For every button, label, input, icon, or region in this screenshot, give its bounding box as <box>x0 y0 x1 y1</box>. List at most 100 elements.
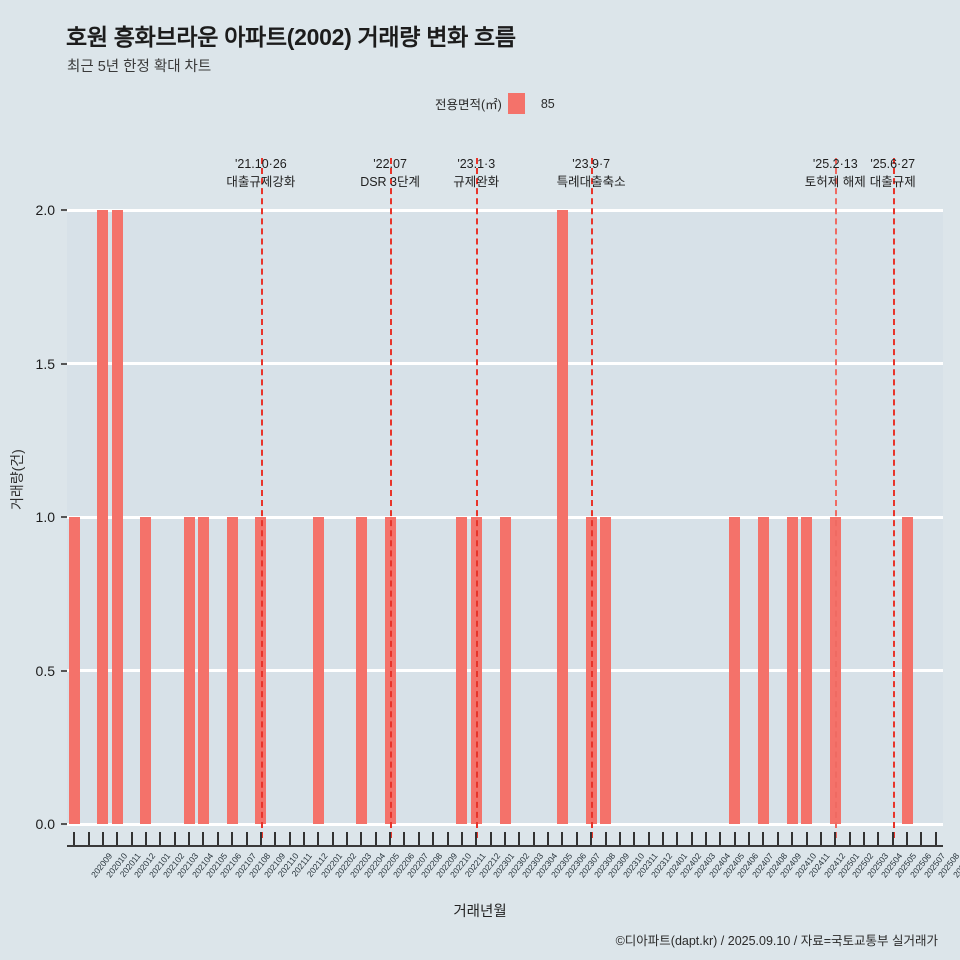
x-axis-tick-mark <box>360 832 363 845</box>
y-axis-tick-mark <box>61 516 67 518</box>
legend-label-85: 85 <box>540 96 555 111</box>
x-axis-tick-mark <box>417 832 420 845</box>
gridline <box>67 362 943 365</box>
event-annotation-date: '23.9·7 <box>572 157 611 171</box>
x-axis-tick-mark <box>259 832 262 845</box>
x-axis-tick-mark <box>159 832 162 845</box>
x-axis-tick-mark <box>561 832 564 845</box>
bar <box>226 517 238 824</box>
x-axis-tick-mark <box>130 832 133 845</box>
event-annotation-text: 토허제 해제 <box>804 175 866 190</box>
bar <box>183 517 195 824</box>
x-axis-tick-mark <box>647 832 650 845</box>
bar <box>140 517 152 824</box>
bar <box>556 210 568 824</box>
chart-legend: 전용면적(㎡) 85 <box>435 93 555 114</box>
event-marker-line <box>260 158 263 838</box>
gridline <box>67 822 943 826</box>
bar <box>312 517 324 824</box>
x-axis-tick-mark <box>73 832 76 845</box>
event-annotation-text: 대출규제 <box>869 175 916 190</box>
bar <box>757 517 769 824</box>
event-annotation: '22.07 DSR 3단계 <box>320 155 460 191</box>
event-marker-line <box>892 158 895 838</box>
page-title: 호원 흥화브라운 아파트(2002) 거래량 변화 흐름 <box>66 24 516 50</box>
bar <box>456 517 468 824</box>
x-axis-tick-mark <box>661 832 664 845</box>
x-axis-tick-mark <box>331 832 334 845</box>
event-annotation-text: DSR 3단계 <box>360 175 421 190</box>
x-axis-tick-mark <box>891 832 894 845</box>
bar <box>729 517 741 824</box>
bar <box>68 517 80 824</box>
x-axis-tick-mark <box>791 832 794 845</box>
event-annotation-date: '23.1·3 <box>457 157 496 171</box>
x-axis-tick-mark <box>848 832 851 845</box>
footer-credit: ©디아파트(dapt.kr) / 2025.09.10 / 자료=국토교통부 실… <box>615 934 938 948</box>
x-axis-tick-mark <box>489 832 492 845</box>
legend-title: 전용면적(㎡) <box>435 98 502 112</box>
y-axis-tick-mark <box>61 823 67 825</box>
x-axis-tick-mark <box>173 832 176 845</box>
x-axis-tick-mark <box>633 832 636 845</box>
x-axis-tick-mark <box>547 832 550 845</box>
y-axis-tick-label: 0.0 <box>35 816 55 832</box>
x-axis-tick-mark <box>590 832 593 845</box>
x-axis-tick-mark <box>934 832 937 845</box>
x-axis-tick-mark <box>389 832 392 845</box>
event-marker-line <box>591 158 594 838</box>
event-marker-line <box>476 158 479 838</box>
x-axis-tick-mark <box>202 832 205 845</box>
x-axis-tick-mark <box>863 832 866 845</box>
x-axis-tick-mark <box>748 832 751 845</box>
x-axis-tick-mark <box>719 832 722 845</box>
gridline <box>67 208 943 212</box>
x-axis-tick-mark <box>805 832 808 845</box>
x-axis-tick-mark <box>575 832 578 845</box>
y-axis-tick-mark <box>61 362 67 365</box>
x-axis-tick-mark <box>403 832 406 845</box>
y-axis-tick-label: 2.0 <box>35 202 55 218</box>
event-marker-line <box>390 158 393 838</box>
event-annotation-text: 대출규제강화 <box>226 175 296 190</box>
event-annotation: '23.9·7 특례대출축소 <box>521 155 661 191</box>
bar <box>499 517 511 824</box>
event-annotation-date: '25.2·13 <box>812 157 858 171</box>
bar <box>600 517 612 824</box>
event-annotation-text: 규제완화 <box>453 175 500 190</box>
x-axis-tick-mark <box>446 832 449 845</box>
x-axis-tick-mark <box>317 832 320 845</box>
x-axis-tick-mark <box>877 832 880 845</box>
x-axis-tick-mark <box>920 832 923 845</box>
x-axis-tick-mark <box>690 832 693 845</box>
event-annotation: '25.2·13 토허제 해제 <box>765 155 905 191</box>
x-axis-tick-mark <box>518 832 521 845</box>
x-axis-title: 거래년월 <box>453 904 507 920</box>
x-axis-tick-mark <box>705 832 708 845</box>
bar <box>901 517 913 824</box>
x-axis-tick-mark <box>532 832 535 845</box>
bar <box>801 517 813 824</box>
legend-swatch-85 <box>507 93 525 114</box>
x-axis-tick-mark <box>216 832 219 845</box>
x-axis-tick-mark <box>374 832 377 845</box>
x-axis-tick-mark <box>87 832 90 845</box>
x-axis-tick-mark <box>346 832 349 845</box>
event-marker-line <box>835 158 838 838</box>
bar <box>197 517 209 824</box>
event-annotation-text: 특례대출축소 <box>556 175 626 190</box>
x-axis-tick-mark <box>676 832 679 845</box>
bar <box>786 517 798 824</box>
bar <box>97 210 109 824</box>
x-axis-tick-mark <box>733 832 736 845</box>
y-axis-tick-label: 1.5 <box>35 355 55 372</box>
x-axis-tick-mark <box>834 832 837 845</box>
x-axis-tick-mark <box>475 832 478 845</box>
y-axis-title: 거래량(건) <box>9 449 25 510</box>
x-axis-tick-mark <box>274 832 277 845</box>
event-annotation-date: '25.6·27 <box>870 157 916 171</box>
event-annotation: '21.10·26 대출규제강화 <box>191 155 331 191</box>
y-axis-tick-label: 1.0 <box>35 509 55 525</box>
x-axis-tick-mark <box>144 832 147 845</box>
